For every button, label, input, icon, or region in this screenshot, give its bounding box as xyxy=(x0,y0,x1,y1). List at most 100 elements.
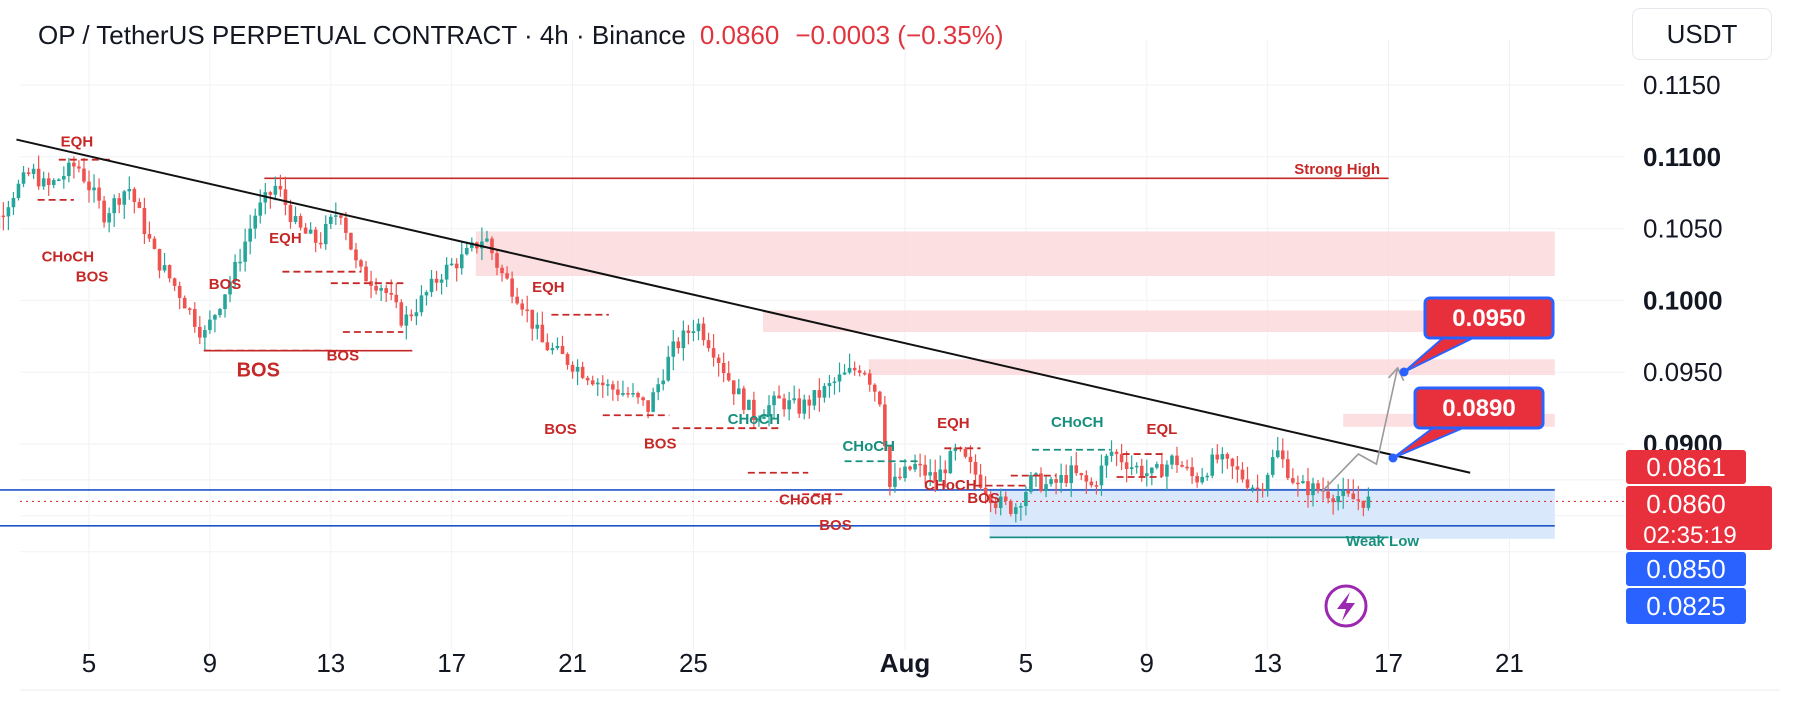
candle-body xyxy=(540,324,545,343)
candle-body xyxy=(621,393,625,395)
candle-body xyxy=(6,207,11,217)
candle-body xyxy=(676,341,681,349)
candle-body xyxy=(696,323,701,332)
x-tick-label: 17 xyxy=(1374,648,1403,678)
candle-body xyxy=(339,215,343,218)
candle-body xyxy=(888,446,892,487)
candle-body xyxy=(757,418,761,421)
candle-body xyxy=(933,472,938,482)
annotation-label: EQH xyxy=(61,134,94,151)
annotation-label: Weak Low xyxy=(1346,533,1419,550)
candle-body xyxy=(736,388,741,395)
candle-body xyxy=(817,390,822,398)
candle-body xyxy=(827,383,832,387)
candle-body xyxy=(1280,450,1285,460)
candle-body xyxy=(802,399,807,414)
candle-body xyxy=(157,248,162,271)
candle-body xyxy=(651,392,655,412)
annotation-label: CHoCH xyxy=(842,438,895,455)
candle-body xyxy=(752,399,756,420)
projection-path xyxy=(1321,367,1399,492)
candle-body xyxy=(21,172,26,184)
candle-body xyxy=(641,397,645,401)
candle-body xyxy=(399,302,404,326)
candle-body xyxy=(1003,496,1008,501)
chart-header: OP / TetherUS PERPETUAL CONTRACT · 4h · … xyxy=(38,18,1004,52)
candle-body xyxy=(1139,465,1144,476)
callout-label: 0.0950 xyxy=(1452,305,1525,332)
candle-body xyxy=(928,472,932,476)
candle-body xyxy=(56,179,61,181)
candle-body xyxy=(1114,451,1119,455)
candle-body xyxy=(1029,475,1033,492)
candle-body xyxy=(1220,454,1225,460)
annotation-label: CHoCH xyxy=(1051,414,1104,431)
price-tag xyxy=(1626,588,1746,624)
candle-body xyxy=(192,309,197,327)
x-tick-label: 5 xyxy=(1019,648,1033,678)
candle-body xyxy=(1225,454,1230,459)
candle-body xyxy=(92,187,96,191)
candle-body xyxy=(97,187,101,201)
grid xyxy=(20,40,1780,691)
annotation-label: Strong High xyxy=(1294,161,1380,178)
candle-body xyxy=(198,326,202,338)
candle-body xyxy=(1024,491,1028,507)
lightning-icon[interactable] xyxy=(1324,584,1368,628)
x-tick-label: 9 xyxy=(203,648,217,678)
annotation-label: BOS xyxy=(644,435,677,452)
demand-zone xyxy=(989,488,1555,539)
candle-body xyxy=(1180,465,1184,467)
candle-body xyxy=(182,297,187,309)
candle-body xyxy=(278,185,283,190)
candle-body xyxy=(137,202,142,208)
callout-label: 0.0890 xyxy=(1442,395,1515,422)
candle-body xyxy=(46,178,51,185)
candle-body xyxy=(1014,507,1018,514)
candle-body xyxy=(152,238,157,249)
candle-body xyxy=(41,178,46,187)
candle-body xyxy=(470,242,474,248)
candle-body xyxy=(1195,476,1199,483)
callout-box xyxy=(1413,386,1545,430)
candle-body xyxy=(787,400,791,410)
candle-body xyxy=(162,265,167,271)
candle-body xyxy=(918,463,922,466)
candle-body xyxy=(978,474,983,488)
candle-body xyxy=(318,242,323,245)
countdown-tag xyxy=(1626,518,1772,550)
candle-body xyxy=(646,400,650,412)
candle-body xyxy=(82,168,86,182)
annotation-label: BOS xyxy=(544,421,577,438)
candle-body xyxy=(87,181,91,191)
candle-body xyxy=(777,395,781,399)
candle-body xyxy=(187,308,192,310)
candle-body xyxy=(167,265,172,279)
candle-body xyxy=(701,323,706,341)
candle-body xyxy=(334,215,338,217)
candle-body xyxy=(1286,459,1290,479)
price-tag xyxy=(1626,450,1746,484)
candle-body xyxy=(67,162,71,177)
candle-body xyxy=(253,215,258,229)
candle-body xyxy=(1250,487,1255,490)
annotation-label: BOS xyxy=(967,490,1000,507)
candle-body xyxy=(31,168,36,174)
currency-button[interactable]: USDT xyxy=(1632,8,1772,60)
candle-body xyxy=(444,264,449,280)
candle-body xyxy=(1069,465,1074,484)
candle-body xyxy=(948,451,953,474)
x-tick-label: Aug xyxy=(880,648,931,678)
candle-body xyxy=(303,227,308,234)
candle-body xyxy=(943,469,948,474)
candle-body xyxy=(213,315,217,320)
candle-body xyxy=(953,447,958,452)
candle-body xyxy=(228,281,232,295)
candle-body xyxy=(988,494,993,504)
zones xyxy=(475,231,1555,539)
candle-body xyxy=(1215,454,1220,460)
candles xyxy=(0,155,1371,523)
